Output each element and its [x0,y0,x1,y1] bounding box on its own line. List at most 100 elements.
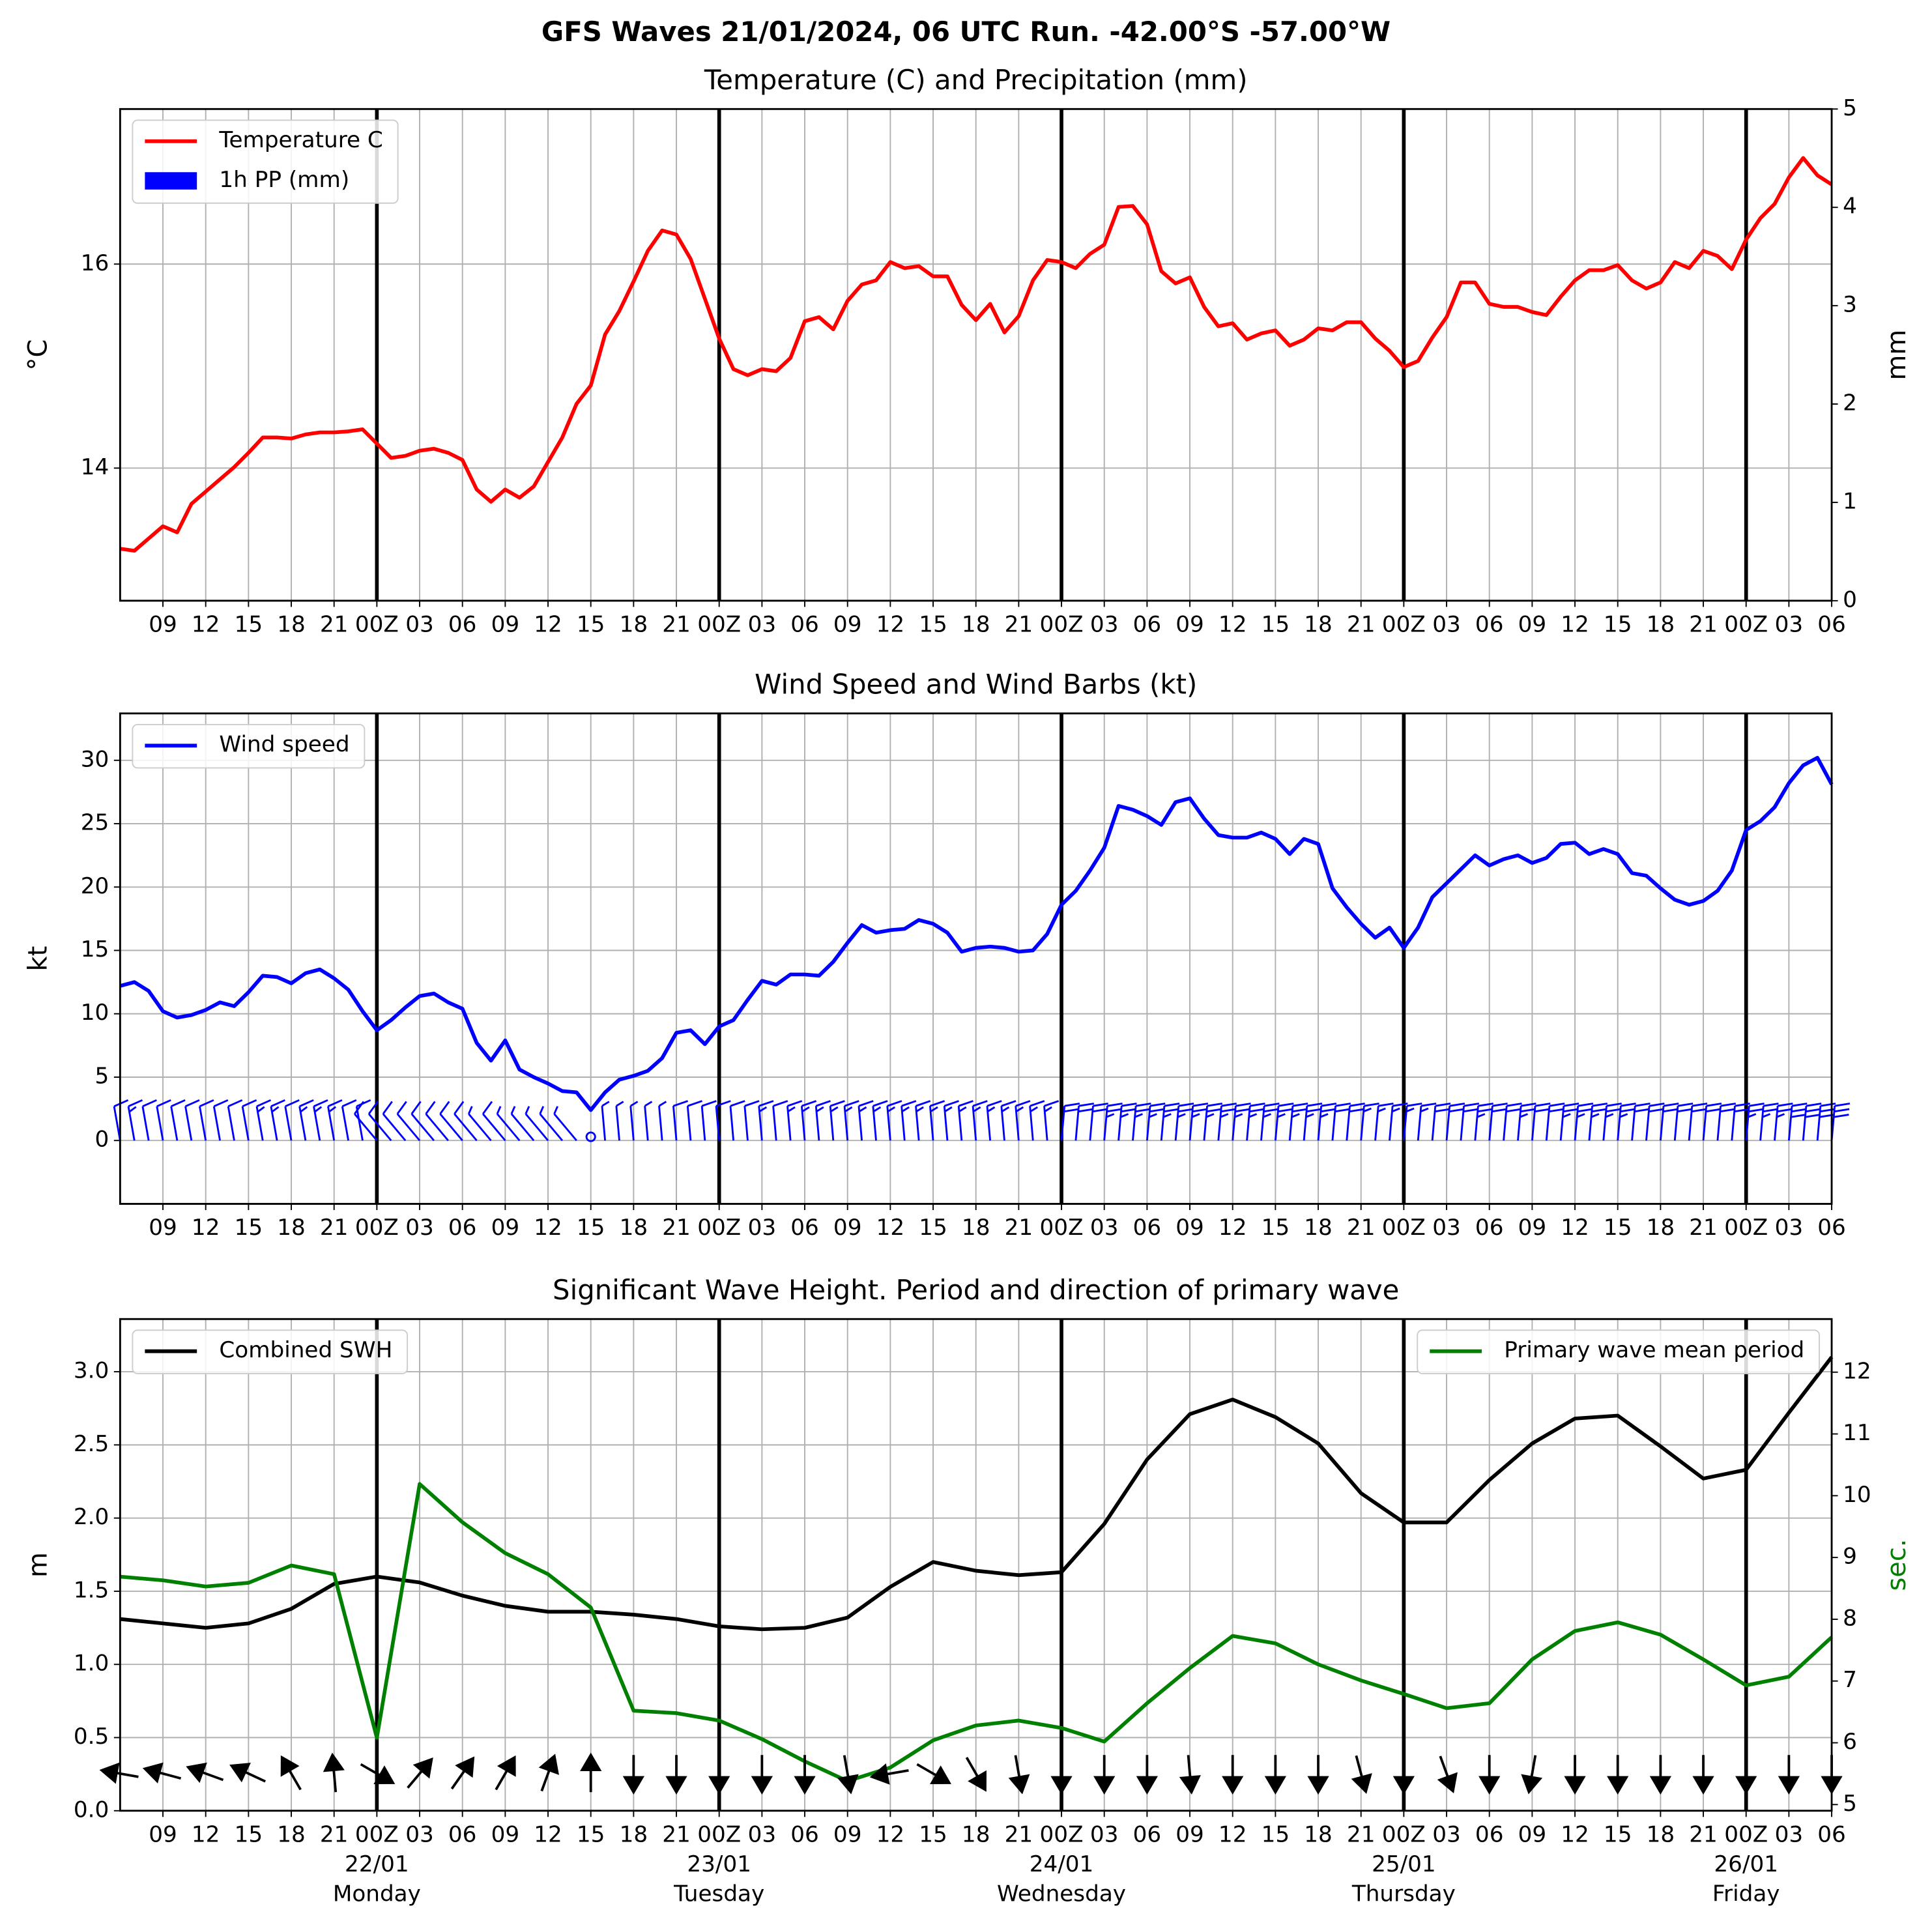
wave-direction-arrow [751,1755,773,1795]
x-tick-label: 09 [833,611,862,637]
wind-barb [1774,1103,1793,1141]
wind-barb [1460,1103,1480,1141]
legend-box [1417,1329,1820,1374]
x-tick-label: 06 [1133,1821,1162,1847]
wind-barb [482,1101,506,1142]
wind-barb [1117,1103,1137,1141]
x-tick-label: 15 [1604,1215,1632,1241]
x-tick-label: 09 [491,1215,520,1241]
wind-barb [368,1101,392,1142]
y-tick-label: 5 [94,1063,109,1089]
wind-barb [772,1100,788,1141]
x-tick-label: 09 [833,1821,862,1847]
x-tick-label: 09 [149,611,177,637]
wind-barb [496,1106,521,1142]
y-tick-label: 20 [81,873,109,899]
wind-barb [212,1099,229,1141]
x-tick-label: 12 [876,1821,905,1847]
wave-direction-arrow [280,1755,302,1791]
wind-barb [341,1099,357,1141]
x-tick-label: 21 [1005,611,1033,637]
x-tick-label: 21 [1347,1215,1376,1241]
wind-barb [786,1100,803,1141]
wind-barb [1160,1103,1180,1141]
x-tick-label: 15 [235,611,263,637]
x-tick-label: 23/01 [687,1851,751,1877]
wave-direction-arrow [1607,1755,1629,1795]
y-tick-label: 14 [81,454,109,480]
x-tick-label: 18 [1647,1215,1675,1241]
x-tick-label: 18 [962,611,990,637]
x-tick-label: 03 [748,611,777,637]
y-axis-label: kt [23,946,53,972]
wind-barb [553,1106,577,1142]
y2-tick-label: 3 [1843,292,1857,318]
wind-barb [1274,1103,1294,1141]
y-axis-label: m [23,1552,53,1578]
wind-barb [715,1100,731,1141]
y2-axis-label: sec. [1882,1539,1912,1591]
wave-direction-arrow [837,1755,859,1795]
wave-direction-arrow [1179,1755,1201,1795]
x-tick-label: 09 [1518,1215,1547,1241]
wind-barb [872,1100,888,1141]
wave-direction-arrow [495,1755,516,1791]
x-tick-label: 15 [577,611,605,637]
wind-barb [170,1099,186,1141]
x-tick-label: 18 [1304,1821,1333,1847]
x-tick-label: 03 [748,1215,777,1241]
figure-title: GFS Waves 21/01/2024, 06 UTC Run. -42.00… [541,16,1391,48]
wind-barb [815,1100,831,1141]
wave-direction-arrow [1649,1755,1671,1795]
x-tick-label: 12 [1218,1215,1247,1241]
wave-direction-arrow [665,1755,687,1795]
x-tick-label: 18 [1647,611,1675,637]
wave-direction-arrow [229,1763,267,1783]
wave-direction-arrow [916,1763,951,1785]
wind-barb [1417,1103,1437,1141]
wind-barb [800,1100,817,1141]
wind-barb [1787,1103,1808,1141]
x-tick-label: 12 [534,611,562,637]
wave-direction-arrow [1478,1755,1501,1795]
x-tick-label: 03 [1775,1821,1804,1847]
wind-barb [886,1100,902,1141]
x-tick-label: 18 [620,611,648,637]
x-tick-label: 03 [1432,1821,1461,1847]
x-tick-label: 06 [790,1821,819,1847]
x-tick-label: 00Z [1040,1821,1084,1847]
wind-barb [1360,1103,1379,1141]
x-tick-label: 00Z [355,1215,399,1241]
x-tick-label: 00Z [355,611,399,637]
wave-direction-arrow [1136,1755,1158,1795]
wind-barb [525,1106,549,1142]
wind-barb [284,1099,300,1141]
wind-barb-calm [585,1131,596,1142]
wind-barb [1331,1103,1351,1141]
x-tick-label: 09 [149,1215,177,1241]
y-tick-label: 1.0 [74,1651,109,1677]
wave-direction-arrow [1008,1755,1030,1795]
wind-barb [1545,1103,1565,1141]
wind-barb [1060,1103,1080,1141]
wind-barb [1745,1103,1765,1141]
wave-direction-arrow [1521,1755,1543,1795]
wave-direction-arrow [1264,1755,1286,1795]
wind-barb [943,1100,959,1141]
wind-barb [929,1100,945,1141]
wind-barb [1029,1100,1045,1141]
series-line [120,1482,1833,1784]
x-tick-label: 00Z [1382,1821,1426,1847]
x-tick-label: 12 [192,1821,220,1847]
wind-barb [1260,1103,1280,1141]
x-tick-label: 03 [1775,611,1804,637]
wave-direction-arrow [965,1757,987,1792]
y2-tick-label: 6 [1843,1729,1857,1755]
x-tick-label: 06 [1133,611,1162,637]
wind-barb [672,1100,689,1141]
wind-barb [1531,1103,1551,1141]
wind-barb [1673,1103,1694,1141]
x-tick-label: 25/01 [1372,1851,1436,1877]
y2-tick-label: 2 [1843,390,1857,416]
